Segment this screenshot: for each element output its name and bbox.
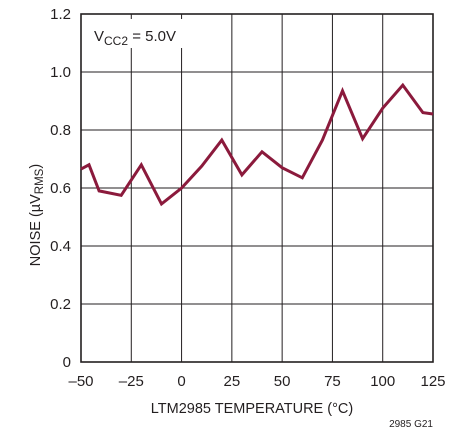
y-tick-label: 0.4 bbox=[50, 238, 71, 255]
x-tick-label: 100 bbox=[370, 373, 395, 390]
y-tick-label: 1.2 bbox=[50, 6, 71, 23]
x-tick-labels: –50 –25 0 25 50 75 100 125 bbox=[68, 373, 445, 390]
y-tick-labels: 0 0.2 0.4 0.6 0.8 1.0 1.2 bbox=[50, 6, 71, 371]
y-tick-label: 1.0 bbox=[50, 64, 71, 81]
y-axis-title: NOISE (µVRMS) bbox=[28, 164, 46, 266]
grid-lines bbox=[81, 14, 433, 362]
x-tick-label: 125 bbox=[420, 373, 445, 390]
x-tick-label: –50 bbox=[68, 373, 93, 390]
x-tick-label: 25 bbox=[224, 373, 241, 390]
x-tick-label: –25 bbox=[119, 373, 144, 390]
y-tick-label: 0 bbox=[63, 354, 71, 371]
vcc2-annotation: VCC2 = 5.0V bbox=[94, 28, 176, 48]
series-group bbox=[80, 82, 434, 207]
x-axis-title: LTM2985 TEMPERATURE (°C) bbox=[151, 401, 353, 417]
y-tick-label: 0.8 bbox=[50, 122, 71, 139]
figure-id: 2985 G21 bbox=[389, 419, 433, 430]
y-tick-label: 0.6 bbox=[50, 180, 71, 197]
plot-frame bbox=[80, 13, 434, 363]
noise-series-line bbox=[80, 82, 434, 207]
x-tick-label: 75 bbox=[324, 373, 341, 390]
x-tick-label: 0 bbox=[177, 373, 185, 390]
annotation-background bbox=[84, 19, 192, 48]
y-tick-label: 0.2 bbox=[50, 296, 71, 313]
x-tick-label: 50 bbox=[274, 373, 291, 390]
